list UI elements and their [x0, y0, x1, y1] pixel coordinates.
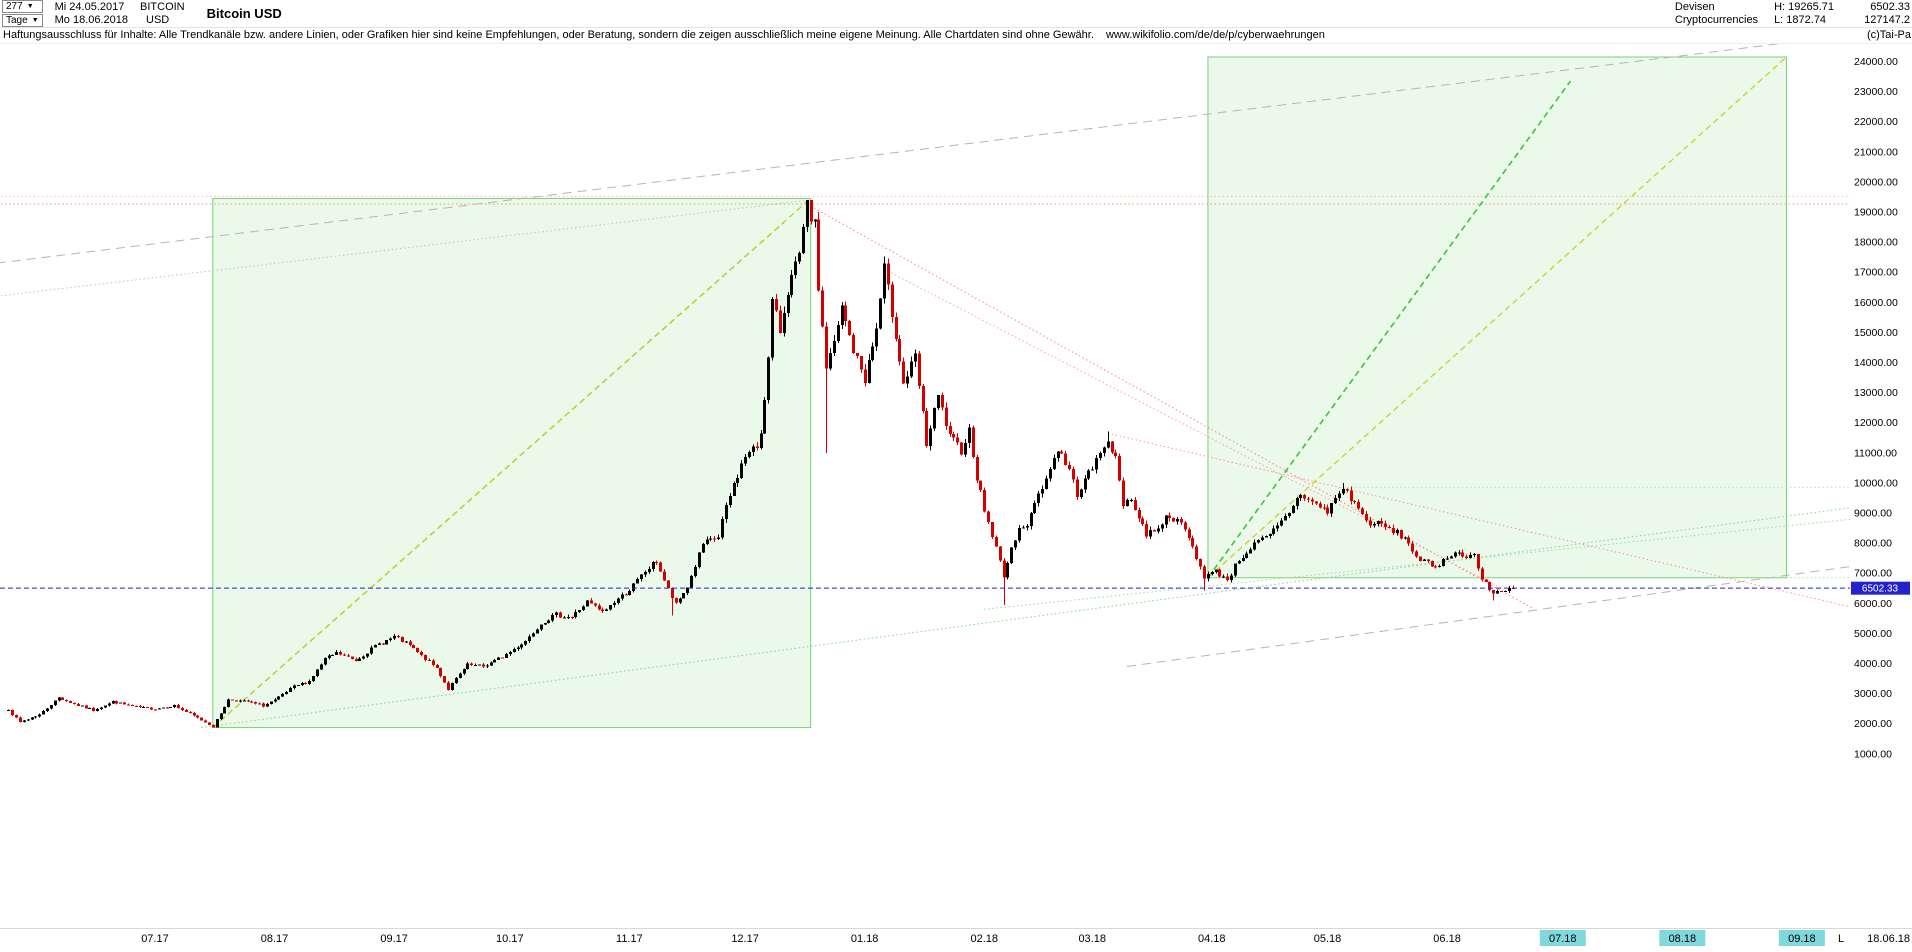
category-line2: Cryptocurrencies — [1674, 13, 1759, 26]
svg-text:09.17: 09.17 — [380, 933, 408, 945]
svg-text:1000.00: 1000.00 — [1854, 748, 1892, 760]
category-line1: Devisen — [1674, 0, 1715, 13]
svg-text:10000.00: 10000.00 — [1854, 477, 1898, 489]
green-support-from-2017-low — [201, 507, 1850, 729]
svg-text:17000.00: 17000.00 — [1854, 267, 1898, 279]
chart-title: Bitcoin USD — [206, 6, 282, 21]
last-marker-label: L — [1838, 933, 1844, 945]
start-date: Mi 24.05.2017 — [54, 0, 125, 13]
green-support-feb-low — [984, 518, 1850, 610]
trend-channel-2017 — [212, 197, 812, 729]
current-price-line: 6502.33 — [0, 581, 1910, 595]
green-2018-steep-trend — [1207, 80, 1572, 579]
svg-text:14000.00: 14000.00 — [1854, 357, 1898, 369]
trend-lines — [0, 44, 1850, 729]
svg-text:4000.00: 4000.00 — [1854, 658, 1892, 670]
svg-text:04.18: 04.18 — [1198, 933, 1226, 945]
red-downtrend-mar-may-highs — [1107, 432, 1850, 608]
svg-text:21000.00: 21000.00 — [1854, 146, 1898, 158]
bars-count-value: 277 — [6, 1, 23, 12]
svg-text:06.18: 06.18 — [1433, 933, 1461, 945]
copyright-label: (c)Tai-Pa — [1862, 28, 1911, 43]
svg-text:18000.00: 18000.00 — [1854, 237, 1898, 249]
svg-text:7000.00: 7000.00 — [1854, 568, 1892, 580]
y-axis-labels: 1000.00 2000.00 3000.00 4000.00 5000.00 6000.… — [1854, 56, 1898, 760]
last-date-label: 18.06.18 — [1867, 933, 1910, 945]
svg-text:5000.00: 5000.00 — [1854, 628, 1892, 640]
svg-text:07.17: 07.17 — [141, 933, 169, 945]
date-range: Mi 24.05.2017 Mo 18.06.2018 — [55, 0, 128, 27]
low-value: L: 1872.74 — [1774, 13, 1827, 26]
toolbar-right: Devisen Cryptocurrencies H: 19265.71 L: … — [1675, 0, 1912, 27]
svg-text:03.18: 03.18 — [1078, 933, 1106, 945]
svg-text:9000.00: 9000.00 — [1854, 508, 1892, 520]
future-month-highlight — [1539, 930, 1586, 946]
svg-text:10.17: 10.17 — [496, 933, 524, 945]
disclaimer-text: Haftungsausschluss für Inhalte: Alle Tre… — [3, 29, 1094, 41]
svg-text:12000.00: 12000.00 — [1854, 417, 1898, 429]
svg-text:16000.00: 16000.00 — [1854, 297, 1898, 309]
trend-channel-2018 — [1207, 56, 1787, 579]
quote-values: 6502.33 127147.2 — [1850, 0, 1910, 27]
svg-text:13000.00: 13000.00 — [1854, 387, 1898, 399]
svg-text:20000.00: 20000.00 — [1854, 176, 1898, 188]
svg-text:12.17: 12.17 — [731, 933, 759, 945]
svg-text:3000.00: 3000.00 — [1854, 688, 1892, 700]
future-month-highlight — [1778, 930, 1825, 946]
svg-text:08.17: 08.17 — [261, 933, 289, 945]
svg-text:8000.00: 8000.00 — [1854, 538, 1892, 550]
instrument-category: Devisen Cryptocurrencies — [1675, 0, 1758, 27]
svg-text:05.18: 05.18 — [1314, 933, 1342, 945]
disclaimer-url: www.wikifolio.com/de/de/p/cyberwaehrunge… — [1105, 29, 1325, 41]
toolbar: 277 ▼ Tage ▼ Mi 24.05.2017 Mo 18.06.2018… — [0, 0, 1912, 28]
bars-count-dropdown[interactable]: 277 ▼ — [2, 0, 43, 13]
trend-channel-boxes — [212, 56, 1787, 729]
period-dropdown[interactable]: Tage ▼ — [2, 14, 43, 27]
symbol-code: BITCOIN — [140, 0, 185, 13]
last-price-value: 6502.33 — [1870, 0, 1910, 13]
candlesticks — [7, 200, 1515, 728]
second-value: 127147.2 — [1864, 13, 1910, 26]
svg-text:08.18: 08.18 — [1669, 933, 1697, 945]
svg-text:09.18: 09.18 — [1788, 933, 1816, 945]
current-price-chip-label: 6502.33 — [1862, 584, 1899, 595]
svg-text:6000.00: 6000.00 — [1854, 598, 1892, 610]
disclaimer-row: Haftungsausschluss für Inhalte: Alle Tre… — [0, 28, 1912, 44]
svg-text:02.18: 02.18 — [970, 933, 998, 945]
end-date: Mo 18.06.2018 — [54, 13, 129, 26]
current-price-chip — [1851, 581, 1910, 595]
red-downtrend-jan-high — [883, 268, 1502, 589]
chevron-down-icon: ▼ — [26, 3, 34, 10]
svg-text:15000.00: 15000.00 — [1854, 327, 1898, 339]
symbol: BITCOIN USD — [140, 0, 185, 27]
high-low: H: 19265.71 L: 1872.74 — [1774, 0, 1834, 27]
chevron-down-icon: ▼ — [31, 17, 39, 24]
toolbar-left: 277 ▼ Tage ▼ Mi 24.05.2017 Mo 18.06.2018… — [0, 0, 282, 27]
high-value: H: 19265.71 — [1774, 0, 1834, 13]
gray-trend-to-peak — [0, 199, 811, 297]
svg-text:2000.00: 2000.00 — [1854, 718, 1892, 730]
red-downtrend-from-peak — [806, 203, 1533, 609]
chart-controls: 277 ▼ Tage ▼ — [2, 0, 43, 27]
svg-text:01.18: 01.18 — [851, 933, 879, 945]
future-month-highlight — [1659, 930, 1706, 946]
symbol-currency: USD — [146, 13, 170, 26]
svg-text:24000.00: 24000.00 — [1854, 56, 1898, 68]
x-axis-labels: 07.17 08.17 09.17 10.17 11.17 12.17 01.18 02.18… — [141, 930, 1910, 946]
svg-text:07.18: 07.18 — [1549, 933, 1577, 945]
period-value: Tage — [6, 15, 28, 26]
svg-text:11.17: 11.17 — [616, 933, 643, 945]
svg-text:22000.00: 22000.00 — [1854, 116, 1898, 128]
svg-text:11000.00: 11000.00 — [1854, 447, 1897, 459]
svg-text:23000.00: 23000.00 — [1854, 86, 1898, 98]
svg-text:19000.00: 19000.00 — [1854, 207, 1898, 219]
yellow-2017-channel-diagonal — [212, 197, 812, 729]
gray-lower-right-trend — [1126, 566, 1850, 668]
